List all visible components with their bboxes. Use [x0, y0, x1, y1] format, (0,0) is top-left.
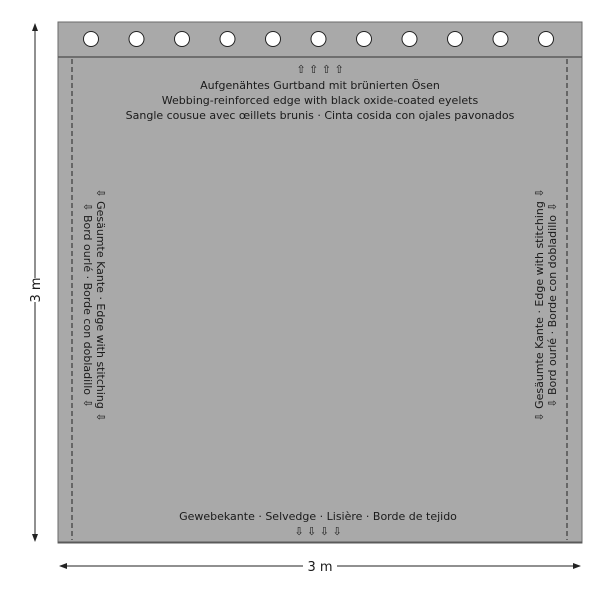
bottom-arrows: ⇩ ⇩ ⇩ ⇩	[294, 525, 341, 538]
curtain-panel	[57, 21, 583, 544]
eyelet	[83, 31, 99, 47]
eyelet	[401, 31, 418, 47]
eyelet	[219, 31, 236, 47]
left-label-fr-es: ⇩ Bord ourlé · Borde con dobladillo ⇩	[81, 202, 94, 408]
top-label-fr-es: Sangle cousue avec œillets brunis · Cint…	[126, 109, 515, 122]
right-label-fr-es: ⇩ Bord ourlé · Borde con dobladillo ⇩	[546, 202, 559, 408]
eyelet	[538, 31, 554, 47]
eyelet	[492, 31, 509, 47]
eyelet	[174, 31, 190, 47]
eyelet	[356, 31, 372, 47]
top-label-en: Webbing-reinforced edge with black oxide…	[162, 94, 479, 107]
eyelet	[447, 31, 463, 47]
eyelets	[83, 31, 554, 47]
top-arrows: ⇧ ⇧ ⇧ ⇧	[296, 63, 343, 76]
right-label-de-en: ⇩ Gesäumte Kante · Edge with stitching ⇩	[533, 188, 546, 421]
width-label: 3 m	[307, 560, 332, 575]
bottom-label: Gewebekante · Selvedge · Lisière · Borde…	[179, 510, 457, 523]
eyelet	[310, 31, 327, 47]
height-label: 3 m	[29, 277, 44, 302]
left-label-de-en: ⇩ Gesäumte Kante · Edge with stitching ⇩	[94, 188, 107, 421]
top-label-de: Aufgenähtes Gurtband mit brünierten Ösen	[200, 79, 440, 92]
eyelet	[265, 31, 281, 47]
eyelet	[128, 31, 145, 47]
